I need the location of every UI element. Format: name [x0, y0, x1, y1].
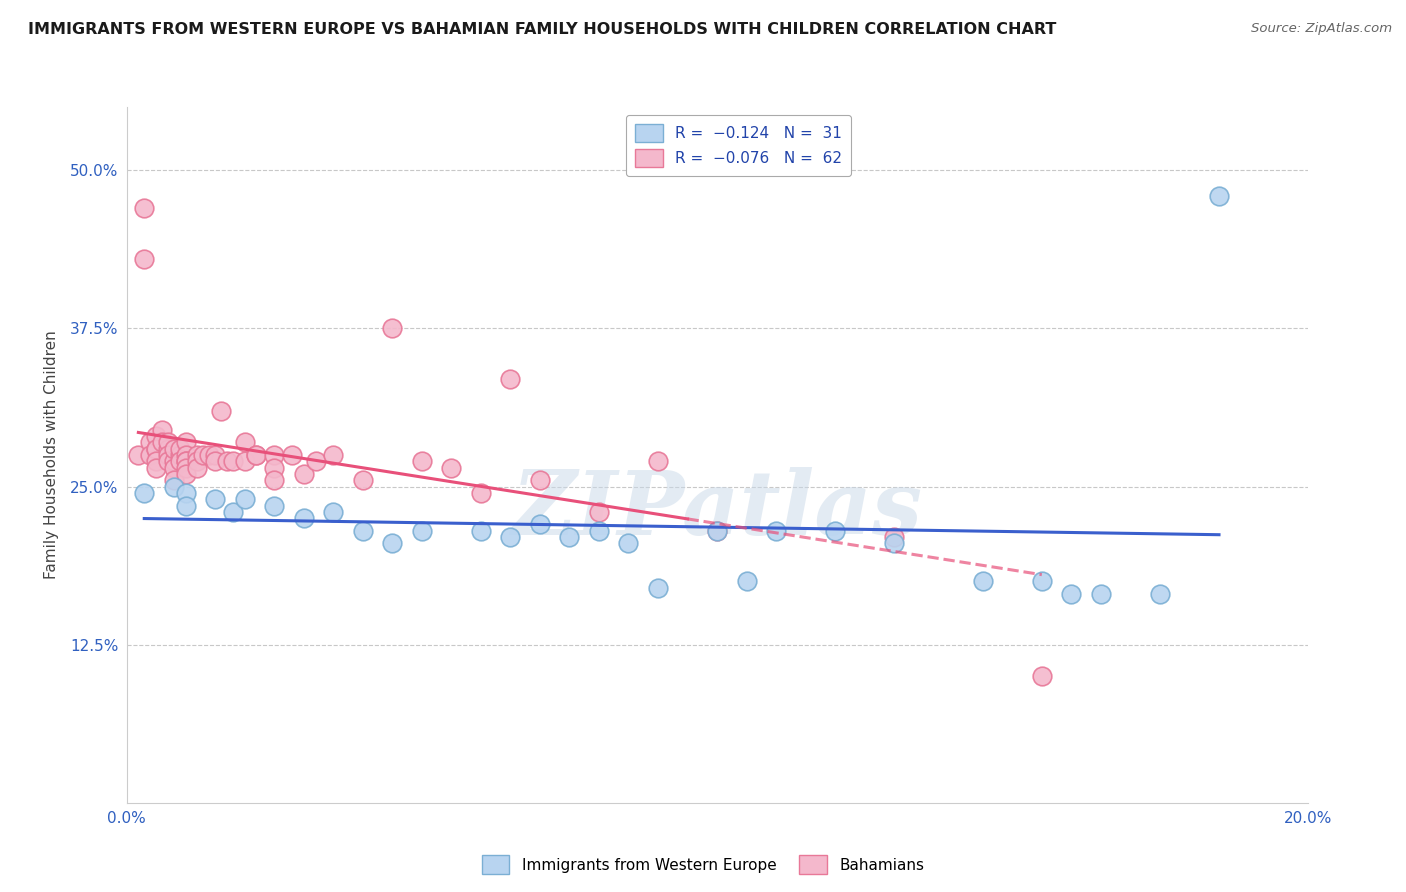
Point	[647, 581, 669, 595]
Point	[304, 454, 326, 468]
Point	[163, 479, 186, 493]
Point	[706, 524, 728, 538]
Point	[163, 454, 186, 468]
Point	[765, 524, 787, 538]
Point	[263, 460, 285, 475]
Text: IMMIGRANTS FROM WESTERN EUROPE VS BAHAMIAN FAMILY HOUSEHOLDS WITH CHILDREN CORRE: IMMIGRANTS FROM WESTERN EUROPE VS BAHAMI…	[28, 22, 1056, 37]
Point	[169, 454, 191, 468]
Point	[529, 473, 551, 487]
Point	[233, 435, 256, 450]
Point	[529, 517, 551, 532]
Point	[1208, 188, 1230, 202]
Point	[499, 530, 522, 544]
Point	[150, 435, 173, 450]
Point	[440, 460, 463, 475]
Point	[233, 454, 256, 468]
Point	[174, 454, 197, 468]
Point	[245, 448, 267, 462]
Point	[204, 492, 226, 507]
Point	[706, 524, 728, 538]
Point	[233, 492, 256, 507]
Point	[470, 524, 492, 538]
Point	[186, 460, 208, 475]
Point	[145, 442, 167, 456]
Point	[174, 460, 197, 475]
Legend: Immigrants from Western Europe, Bahamians: Immigrants from Western Europe, Bahamian…	[475, 849, 931, 880]
Legend: R =  −0.124   N =  31, R =  −0.076   N =  62: R = −0.124 N = 31, R = −0.076 N = 62	[626, 115, 851, 177]
Point	[499, 372, 522, 386]
Point	[588, 524, 610, 538]
Point	[883, 536, 905, 550]
Point	[193, 448, 215, 462]
Point	[186, 448, 208, 462]
Point	[470, 486, 492, 500]
Point	[145, 429, 167, 443]
Point	[824, 524, 846, 538]
Point	[134, 201, 156, 215]
Point	[174, 467, 197, 481]
Point	[558, 530, 581, 544]
Point	[150, 423, 173, 437]
Point	[139, 448, 162, 462]
Point	[145, 460, 167, 475]
Point	[139, 435, 162, 450]
Point	[169, 442, 191, 456]
Point	[209, 403, 232, 417]
Point	[381, 321, 404, 335]
Text: Source: ZipAtlas.com: Source: ZipAtlas.com	[1251, 22, 1392, 36]
Point	[134, 486, 156, 500]
Point	[174, 454, 197, 468]
Point	[222, 454, 245, 468]
Point	[972, 574, 994, 589]
Point	[163, 473, 186, 487]
Point	[174, 448, 197, 462]
Point	[145, 442, 167, 456]
Point	[281, 448, 304, 462]
Point	[292, 467, 315, 481]
Point	[263, 448, 285, 462]
Point	[222, 505, 245, 519]
Point	[156, 454, 179, 468]
Point	[588, 505, 610, 519]
Point	[883, 530, 905, 544]
Point	[174, 499, 197, 513]
Point	[186, 454, 208, 468]
Point	[322, 505, 344, 519]
Point	[1060, 587, 1083, 601]
Point	[1031, 669, 1053, 683]
Point	[411, 524, 433, 538]
Point	[156, 435, 179, 450]
Point	[263, 473, 285, 487]
Point	[156, 442, 179, 456]
Point	[617, 536, 640, 550]
Point	[127, 448, 149, 462]
Point	[156, 448, 179, 462]
Point	[381, 536, 404, 550]
Point	[1090, 587, 1112, 601]
Point	[1149, 587, 1171, 601]
Point	[163, 460, 186, 475]
Text: ZIPatlas: ZIPatlas	[512, 467, 922, 554]
Point	[735, 574, 758, 589]
Point	[174, 435, 197, 450]
Point	[1031, 574, 1053, 589]
Point	[169, 448, 191, 462]
Point	[134, 252, 156, 266]
Point	[163, 442, 186, 456]
Point	[204, 448, 226, 462]
Point	[198, 448, 221, 462]
Point	[263, 499, 285, 513]
Point	[352, 473, 374, 487]
Point	[292, 511, 315, 525]
Point	[352, 524, 374, 538]
Point	[411, 454, 433, 468]
Point	[322, 448, 344, 462]
Point	[647, 454, 669, 468]
Point	[215, 454, 238, 468]
Point	[245, 448, 267, 462]
Point	[145, 454, 167, 468]
Point	[174, 486, 197, 500]
Point	[204, 454, 226, 468]
Y-axis label: Family Households with Children: Family Households with Children	[44, 331, 59, 579]
